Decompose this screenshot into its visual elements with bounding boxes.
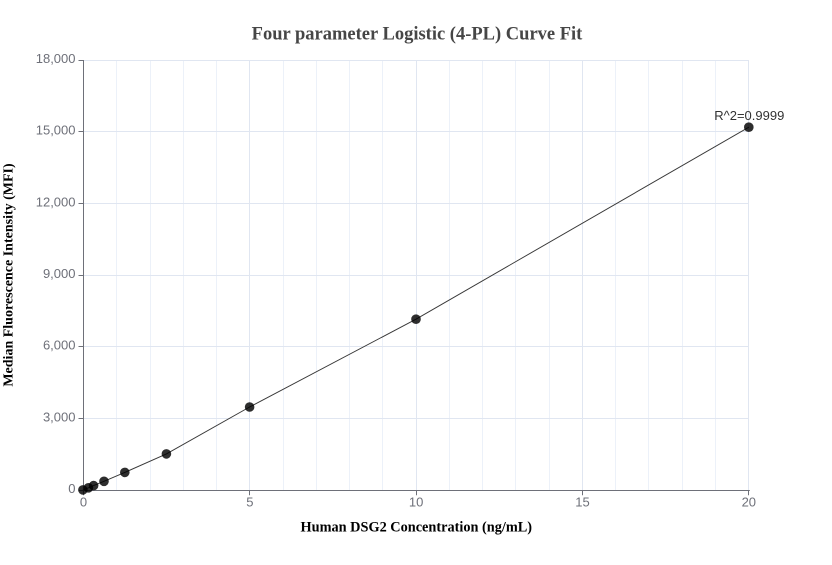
svg-text:0: 0 xyxy=(80,494,87,509)
svg-text:15: 15 xyxy=(575,494,589,509)
svg-text:18,000: 18,000 xyxy=(36,51,76,66)
svg-text:Human DSG2 Concentration (ng/m: Human DSG2 Concentration (ng/mL) xyxy=(301,519,533,535)
svg-text:20: 20 xyxy=(742,494,756,509)
svg-text:15,000: 15,000 xyxy=(36,123,76,138)
svg-text:R^2=0.9999: R^2=0.9999 xyxy=(714,108,784,123)
svg-text:9,000: 9,000 xyxy=(43,266,76,281)
svg-text:10: 10 xyxy=(409,494,423,509)
svg-text:6,000: 6,000 xyxy=(43,338,76,353)
svg-text:0: 0 xyxy=(68,481,75,496)
svg-text:Four parameter Logistic (4-PL): Four parameter Logistic (4-PL) Curve Fit xyxy=(252,24,584,44)
svg-text:12,000: 12,000 xyxy=(36,194,76,209)
svg-text:3,000: 3,000 xyxy=(43,409,76,424)
svg-text:5: 5 xyxy=(246,494,253,509)
svg-text:Median Fluorescence Intensity: Median Fluorescence Intensity (MFI) xyxy=(2,163,17,387)
